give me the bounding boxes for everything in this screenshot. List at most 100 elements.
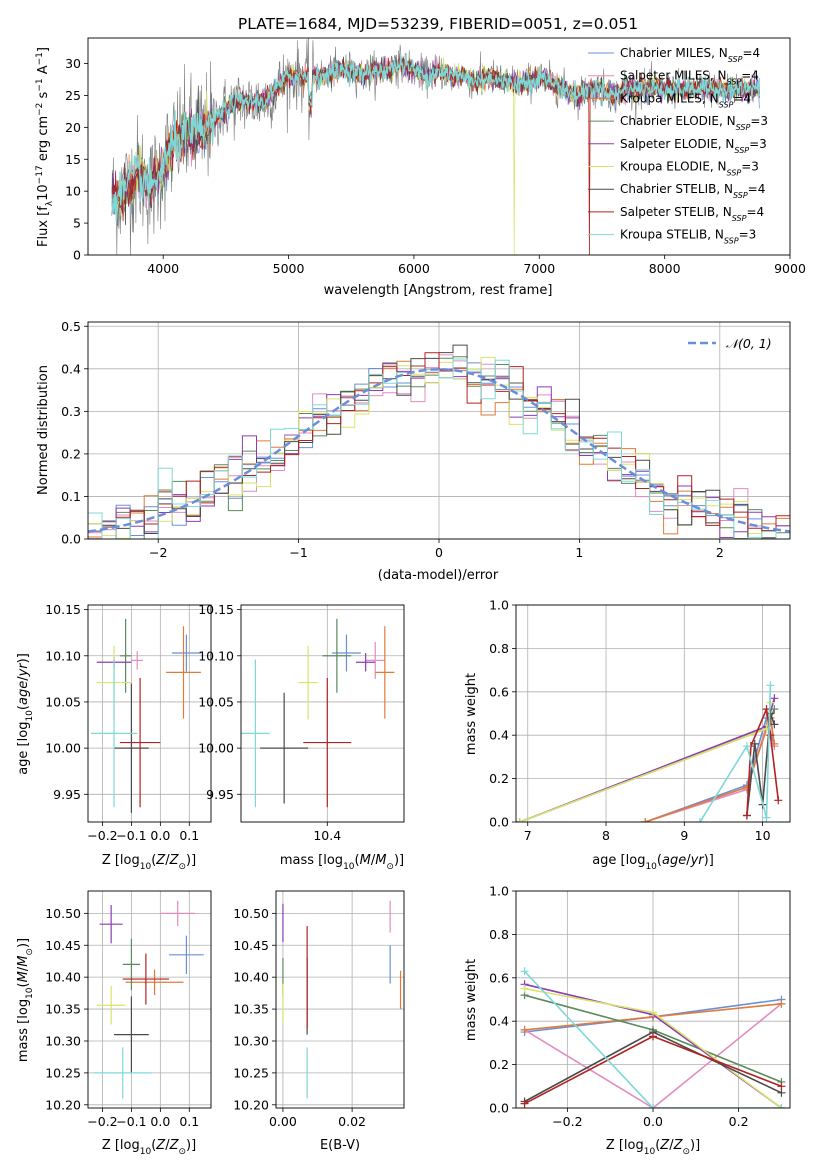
legend-entry: Salpeter ELODIE, NSSP=3 [620, 137, 767, 155]
x-axis-label: (data-model)/error [378, 568, 499, 583]
y-tick-label: 0.3 [61, 404, 81, 419]
axes-frame [515, 890, 791, 1109]
weight-marker [695, 818, 704, 822]
y-tick-label: 0.6 [489, 970, 509, 985]
y-tick-label: 1.0 [489, 884, 509, 899]
legend-entry: Kroupa MILES, NSSP=4 [620, 91, 751, 109]
y-tick-label: 0.0 [61, 532, 81, 547]
x-axis-label: Z [log10(Z/Z⊙)] [102, 853, 196, 872]
legend: Chabrier MILES, NSSP=4 Salpeter MILES, NS… [588, 46, 768, 245]
weight-line [524, 1003, 782, 1108]
y-tick-label: 10.00 [198, 741, 234, 756]
x-tick-label: −0.1 [116, 1114, 146, 1129]
weight-marker [649, 1008, 657, 1017]
x-tick-label: −0.2 [552, 1114, 582, 1129]
x-tick-label: −0.2 [87, 1114, 117, 1129]
y-axis-label: mass weight [464, 673, 479, 755]
plot-area [241, 618, 395, 808]
x-tick-label: 9000 [774, 261, 806, 276]
weight-marker [777, 1104, 786, 1108]
weight-marker [762, 813, 771, 822]
axes-frame [275, 890, 405, 1109]
weight-marker [742, 811, 751, 820]
x-tick-label: 9 [680, 828, 688, 843]
x-tick-label: 1 [575, 545, 583, 560]
y-tick-label: 10.35 [45, 1002, 81, 1017]
legend-entry: Salpeter STELIB, NSSP=4 [620, 205, 764, 223]
legend-entry: 𝒩(0, 1) [726, 336, 772, 351]
axes-frame [87, 321, 791, 540]
weight-marker [742, 742, 751, 751]
x-tick-label: 0.0 [643, 1114, 663, 1129]
axes-frame [87, 890, 212, 1109]
axes-frame [515, 604, 791, 823]
weight-marker [770, 720, 779, 729]
x-tick-label: −0.1 [116, 828, 146, 843]
x-tick-label: 7 [524, 828, 532, 843]
x-tick-label: 4000 [147, 261, 179, 276]
weight-marker [649, 1032, 657, 1041]
y-tick-label: 10.30 [233, 1033, 269, 1048]
y-tick-label: 10.35 [233, 1002, 269, 1017]
weight-marker [766, 681, 775, 690]
y-tick-label: 10.40 [45, 970, 81, 985]
axes-frame [87, 604, 212, 823]
y-tick-label: 10.50 [45, 906, 81, 921]
y-tick-label: 0.8 [489, 927, 509, 942]
plot-area [90, 618, 201, 813]
y-tick-label: 1.0 [489, 598, 509, 613]
x-tick-label: 8000 [649, 261, 681, 276]
model-spectrum [111, 53, 760, 223]
weight-line [524, 970, 782, 1108]
y-tick-label: 30 [65, 56, 81, 71]
z-age-panel: −0.2−0.1 0.0 0.1 9.95 10.00 10.05 10.10 10.15 Z … [16, 602, 212, 872]
x-tick-label: 0 [435, 545, 443, 560]
y-tick-label: 0.8 [489, 641, 509, 656]
y-tick-label: 10.50 [233, 906, 269, 921]
legend-entry: Salpeter MILES, NSSP=4 [620, 69, 759, 87]
x-tick-label: 0.1 [179, 828, 199, 843]
y-tick-label: 9.95 [53, 787, 81, 802]
y-tick-label: 0.2 [489, 771, 509, 786]
x-axis-label: mass [log10(M/M⊙)] [280, 853, 404, 872]
weight-marker [520, 984, 529, 993]
x-tick-label: −2 [149, 545, 167, 560]
x-axis-label: wavelength [Angstrom, rest frame] [324, 283, 553, 298]
y-tick-label: 0.1 [61, 489, 81, 504]
y-axis-label: mass [log10(M/M⊙)] [16, 938, 35, 1062]
x-tick-label: −0.2 [87, 828, 117, 843]
axes-frame [240, 604, 405, 823]
x-tick-label: 0.0 [150, 1114, 170, 1129]
spectrum-panel: 4000 5000 6000 7000 8000 9000 0 5 10 15 20 25 30 wave… [35, 37, 806, 298]
y-tick-label: 10.20 [45, 1097, 81, 1112]
weight-line [519, 702, 772, 822]
plot-area [520, 967, 786, 1108]
x-tick-label: 0.02 [338, 1114, 366, 1129]
weight-line [644, 717, 776, 822]
z-mass-panel: −0.2−0.1 0.0 0.1 10.20 10.25 10.30 10.35 10.40 1… [16, 890, 212, 1157]
y-tick-label: 10.15 [198, 602, 234, 617]
weight-marker [766, 731, 775, 740]
y-tick-label: 10.00 [45, 741, 81, 756]
y-tick-label: 10.20 [233, 1097, 269, 1112]
x-tick-label: 6000 [398, 261, 430, 276]
y-tick-label: 10.05 [198, 694, 234, 709]
weight-marker [774, 796, 783, 805]
y-axis-label: mass weight [464, 959, 479, 1041]
y-tick-label: 0.4 [489, 1014, 509, 1029]
y-tick-label: 10.05 [45, 694, 81, 709]
y-tick-label: 9.95 [206, 787, 234, 802]
y-tick-label: 0.6 [489, 684, 509, 699]
x-tick-label: 10.4 [313, 828, 341, 843]
weight-marker [777, 999, 786, 1008]
ebv-mass-panel: 0.00 0.02 10.20 10.25 10.30 10.35 10.40 10.45 10… [233, 890, 405, 1153]
figure-title: PLATE=1684, MJD=53239, FIBERID=0051, z=0… [238, 15, 638, 33]
y-tick-label: 20 [65, 120, 81, 135]
y-tick-label: 10.25 [233, 1065, 269, 1080]
y-tick-label: 10.25 [45, 1065, 81, 1080]
weight-marker [770, 694, 779, 703]
x-axis-label: age [log10(age/yr)] [592, 853, 714, 872]
plot-area [516, 681, 783, 822]
weight-marker [520, 1025, 529, 1034]
